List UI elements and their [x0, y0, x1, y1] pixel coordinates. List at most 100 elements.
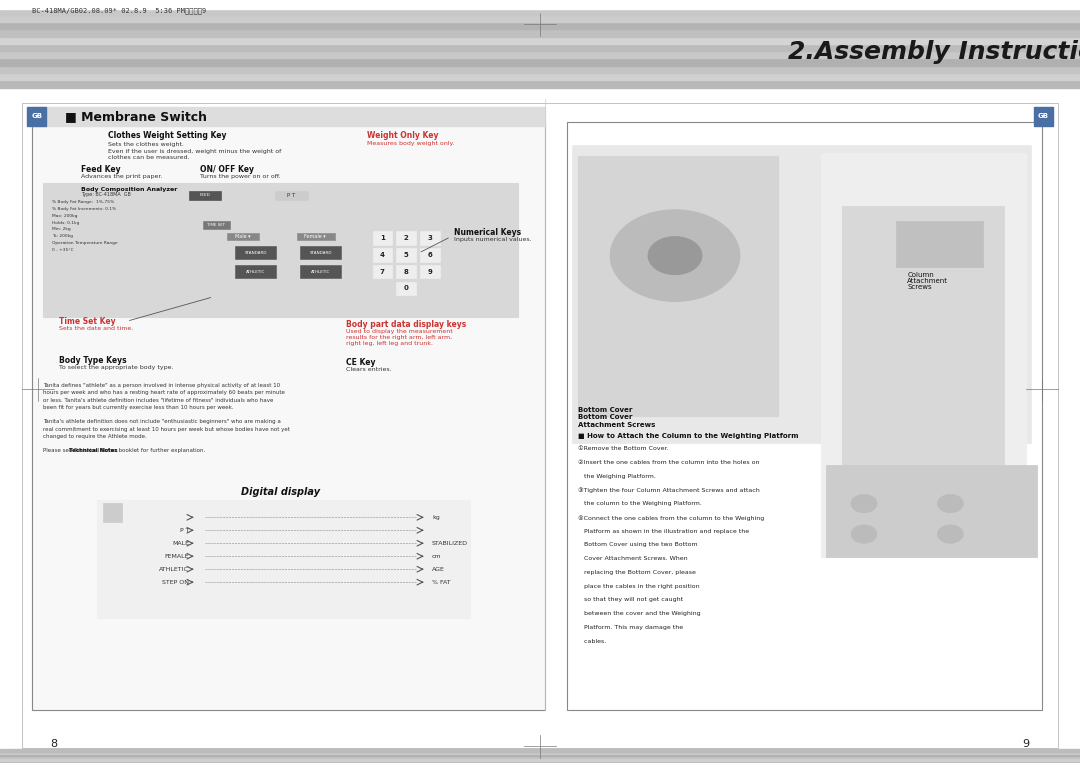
Text: Max: 200kg: Max: 200kg: [52, 214, 78, 217]
Text: Clothes Weight Setting Key: Clothes Weight Setting Key: [108, 131, 227, 140]
Text: Platform. This may damage the: Platform. This may damage the: [578, 625, 683, 630]
Circle shape: [851, 494, 877, 513]
Bar: [227, 233, 259, 240]
Text: 0 - +35°C: 0 - +35°C: [52, 248, 73, 252]
Text: AGE: AGE: [432, 567, 445, 571]
Bar: [826, 465, 1037, 557]
Text: between the cover and the Weighing: between the cover and the Weighing: [578, 611, 701, 617]
Text: Holds: 0.1kg: Holds: 0.1kg: [52, 221, 79, 224]
Text: CE Key: CE Key: [346, 358, 375, 367]
Text: ①Remove the Bottom Cover.: ①Remove the Bottom Cover.: [578, 446, 669, 452]
Text: ④Connect the one cables from the column to the Weighing: ④Connect the one cables from the column …: [578, 515, 764, 520]
Text: Body part data display keys: Body part data display keys: [346, 320, 465, 329]
Text: ■ Membrane Switch: ■ Membrane Switch: [65, 110, 206, 123]
Bar: [0, 37, 1080, 43]
Text: Attachment Screws: Attachment Screws: [578, 422, 656, 428]
Text: 1: 1: [380, 235, 384, 241]
Bar: [1034, 107, 1053, 126]
Text: Type: BC-418MA  GB: Type: BC-418MA GB: [81, 192, 131, 198]
Bar: [235, 265, 276, 278]
Text: Platform as shown in the illustration and replace the: Platform as shown in the illustration an…: [578, 529, 748, 534]
Text: Clears entries.: Clears entries.: [346, 367, 391, 372]
Bar: [22, 103, 1058, 748]
Text: Used to display the measurement: Used to display the measurement: [346, 329, 453, 333]
Text: P T: P T: [179, 528, 189, 533]
Text: Please see Technical Notes booklet for further explanation.: Please see Technical Notes booklet for f…: [43, 448, 205, 453]
Text: Male ▾: Male ▾: [235, 234, 251, 239]
Bar: [420, 265, 440, 278]
Bar: [896, 221, 983, 267]
Text: ATHLETIC: ATHLETIC: [311, 269, 330, 274]
Text: or less. Tanita's athlete definition includes "lifetime of fitness" individuals : or less. Tanita's athlete definition inc…: [43, 398, 273, 403]
Text: ③Tighten the four Column Attachment Screws and attach: ③Tighten the four Column Attachment Scre…: [578, 488, 759, 493]
Text: GB: GB: [31, 114, 42, 119]
Bar: [0, 0, 1080, 9]
Bar: [0, 754, 1080, 756]
Text: Time Set Key: Time Set Key: [59, 317, 116, 327]
Text: Column: Column: [907, 272, 934, 278]
Text: P T: P T: [287, 193, 296, 198]
Text: % Body Fat Increments: 0.1%: % Body Fat Increments: 0.1%: [52, 207, 116, 211]
Text: Tanita defines "athlete" as a person involved in intense physical activity of at: Tanita defines "athlete" as a person inv…: [43, 383, 281, 388]
Text: 9: 9: [428, 269, 432, 275]
Circle shape: [937, 494, 963, 513]
Text: 4: 4: [380, 252, 384, 258]
Text: STANDARD: STANDARD: [310, 250, 332, 255]
Text: Inputs numerical values.: Inputs numerical values.: [454, 237, 531, 242]
Bar: [0, 80, 1080, 88]
Bar: [420, 231, 440, 245]
Bar: [22, 103, 1058, 748]
Text: changed to require the Athlete mode.: changed to require the Athlete mode.: [43, 433, 147, 439]
Text: kg: kg: [432, 515, 440, 520]
Text: 2: 2: [404, 235, 408, 241]
Bar: [203, 221, 230, 229]
Text: ON/ OFF Key: ON/ OFF Key: [200, 165, 254, 174]
Text: Bottom Cover: Bottom Cover: [578, 414, 632, 420]
Bar: [0, 0, 1080, 8]
Text: Advances the print paper.: Advances the print paper.: [81, 174, 162, 179]
Text: been fit for years but currently exercise less than 10 hours per week.: been fit for years but currently exercis…: [43, 404, 234, 410]
Text: Bottom Cover: Bottom Cover: [578, 407, 632, 413]
Bar: [578, 156, 778, 416]
Bar: [0, 29, 1080, 37]
Text: Technical Notes: Technical Notes: [69, 448, 118, 453]
Text: clothes can be measured.: clothes can be measured.: [108, 155, 189, 159]
Bar: [396, 248, 416, 262]
Bar: [821, 153, 1026, 557]
Text: Weight Only Key: Weight Only Key: [367, 131, 438, 140]
Text: STANDARD: STANDARD: [245, 250, 267, 255]
Text: Body Composition Analyzer: Body Composition Analyzer: [81, 187, 177, 192]
Text: results for the right arm, left arm,: results for the right arm, left arm,: [346, 335, 451, 340]
Text: Feed Key: Feed Key: [81, 165, 121, 174]
Text: replacing the Bottom Cover, please: replacing the Bottom Cover, please: [578, 570, 696, 575]
Text: 8: 8: [404, 269, 408, 275]
Bar: [103, 503, 122, 522]
Text: 8: 8: [51, 739, 57, 749]
Text: Digital display: Digital display: [241, 487, 321, 497]
Bar: [842, 206, 1004, 473]
Text: Operation Temperature Range: Operation Temperature Range: [52, 241, 118, 245]
Text: FEED: FEED: [200, 193, 211, 198]
Text: GB: GB: [1038, 114, 1049, 119]
Text: 3: 3: [428, 235, 432, 241]
Bar: [0, 73, 1080, 80]
Text: Min: 2kg: Min: 2kg: [52, 227, 70, 231]
Bar: [0, 59, 1080, 66]
Bar: [0, 51, 1080, 59]
Text: right leg, left leg and trunk.: right leg, left leg and trunk.: [346, 341, 433, 346]
Text: To: 200kg: To: 200kg: [52, 234, 72, 238]
Circle shape: [648, 237, 702, 275]
Text: % FAT: % FAT: [432, 580, 450, 584]
Text: the Weighing Platform.: the Weighing Platform.: [578, 474, 656, 479]
Text: Turns the power on or off.: Turns the power on or off.: [200, 174, 281, 179]
Text: ■ How to Attach the Column to the Weighting Platform: ■ How to Attach the Column to the Weight…: [578, 433, 798, 439]
Bar: [396, 231, 416, 245]
Bar: [396, 282, 416, 295]
Text: 6: 6: [428, 252, 432, 258]
Text: Female ▾: Female ▾: [305, 234, 326, 239]
Bar: [27, 107, 46, 126]
Bar: [43, 183, 518, 317]
Text: Sets the clothes weight.: Sets the clothes weight.: [108, 143, 184, 147]
Text: cables.: cables.: [578, 639, 606, 644]
Text: ATHLETIC: ATHLETIC: [246, 269, 266, 274]
